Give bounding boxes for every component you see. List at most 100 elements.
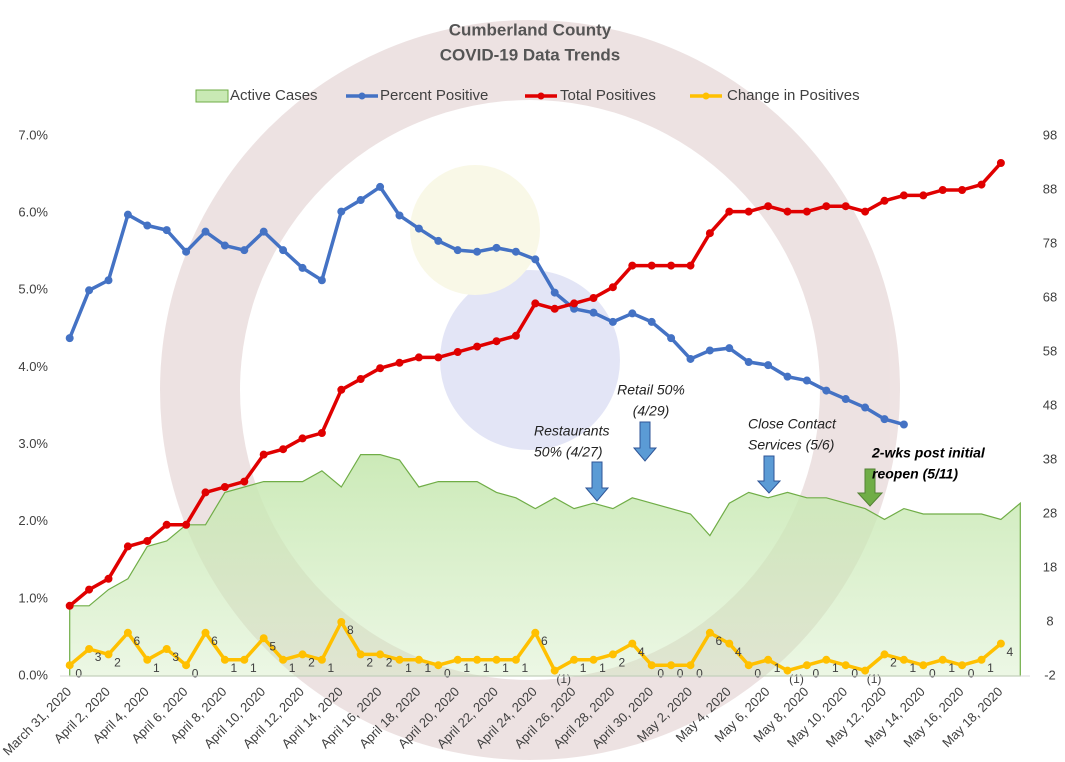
marker xyxy=(938,655,947,664)
data-label: 1 xyxy=(948,661,955,675)
marker xyxy=(608,283,617,292)
data-label: 1 xyxy=(502,661,509,675)
y-tick-label: 3.0% xyxy=(18,436,48,451)
marker xyxy=(667,661,676,670)
data-label: 0 xyxy=(754,666,761,680)
y2-tick-label: 98 xyxy=(1043,127,1057,142)
marker xyxy=(492,655,501,664)
marker xyxy=(802,376,811,385)
marker xyxy=(492,337,501,346)
marker xyxy=(647,317,656,326)
marker xyxy=(434,236,443,245)
marker xyxy=(143,537,152,545)
data-label: 1 xyxy=(522,661,529,675)
marker xyxy=(958,661,967,670)
marker xyxy=(996,159,1005,167)
marker xyxy=(647,261,656,270)
marker xyxy=(861,207,870,216)
y2-tick-label: 18 xyxy=(1043,559,1057,574)
marker xyxy=(220,241,229,250)
marker xyxy=(764,202,773,211)
data-label: 1 xyxy=(483,661,490,675)
marker xyxy=(317,655,326,664)
marker xyxy=(298,434,307,443)
annotation: Close Contact xyxy=(748,416,837,432)
marker xyxy=(628,639,637,648)
marker xyxy=(376,650,385,659)
data-label: 1 xyxy=(328,661,335,675)
marker xyxy=(356,375,365,383)
marker xyxy=(531,255,540,264)
marker xyxy=(570,299,579,308)
marker xyxy=(589,294,598,302)
y-tick-label: 5.0% xyxy=(18,282,48,297)
marker xyxy=(705,628,714,637)
marker xyxy=(511,247,520,256)
data-label: 2 xyxy=(890,656,897,670)
data-label: 1 xyxy=(580,661,587,675)
y2-tick-label: 68 xyxy=(1043,289,1057,304)
marker xyxy=(104,650,113,659)
annotation: Services (5/6) xyxy=(748,437,834,453)
marker xyxy=(511,331,520,340)
marker xyxy=(822,386,831,395)
data-label: 1 xyxy=(599,661,606,675)
marker xyxy=(453,348,462,356)
marker xyxy=(899,655,908,664)
marker xyxy=(143,221,152,230)
annotation: Retail 50% xyxy=(617,382,685,398)
marker xyxy=(744,207,753,216)
data-label: 0 xyxy=(677,666,684,680)
marker xyxy=(182,661,191,670)
marker xyxy=(279,246,288,255)
y2-tick-label: 8 xyxy=(1046,613,1053,628)
y2-tick-label: 38 xyxy=(1043,451,1057,466)
marker xyxy=(414,353,423,362)
marker xyxy=(725,344,734,353)
marker xyxy=(783,207,792,216)
marker xyxy=(841,661,850,670)
marker xyxy=(104,276,113,285)
annotation: 2-wks post initial xyxy=(871,445,986,461)
marker xyxy=(744,661,753,670)
legend-swatch xyxy=(358,92,366,100)
marker xyxy=(531,299,540,308)
marker xyxy=(395,358,404,367)
annotation-arrows xyxy=(584,421,884,507)
data-label: 0 xyxy=(75,666,82,680)
annotation: Restaurants xyxy=(534,423,609,439)
y2-tick-label: 78 xyxy=(1043,235,1057,250)
data-label: 0 xyxy=(444,666,451,680)
marker xyxy=(899,420,908,429)
marker xyxy=(123,210,132,219)
legend-label: Percent Positive xyxy=(380,87,488,104)
data-label: 2 xyxy=(308,656,315,670)
marker xyxy=(628,309,637,318)
marker xyxy=(259,227,268,236)
marker xyxy=(240,477,249,486)
marker xyxy=(201,227,210,236)
marker xyxy=(337,207,346,216)
marker xyxy=(201,488,210,497)
marker xyxy=(473,342,482,351)
marker xyxy=(783,372,792,381)
x-tick-label: March 31, 2020 xyxy=(0,684,74,758)
data-label: 1 xyxy=(425,661,432,675)
marker xyxy=(453,655,462,664)
legend-swatch xyxy=(702,92,710,100)
legend-label: Change in Positives xyxy=(727,87,860,104)
marker xyxy=(395,655,404,664)
data-label: 5 xyxy=(269,639,276,653)
marker xyxy=(996,639,1005,648)
data-label: 1 xyxy=(774,661,781,675)
marker xyxy=(317,429,326,437)
marker xyxy=(240,246,249,255)
marker xyxy=(861,403,870,412)
y-tick-label: 1.0% xyxy=(18,590,48,605)
data-label: 0 xyxy=(657,666,664,680)
data-label: (1) xyxy=(867,672,882,686)
legend-swatch xyxy=(195,89,229,103)
y-tick-label: 0.0% xyxy=(18,667,48,682)
marker xyxy=(298,263,307,272)
